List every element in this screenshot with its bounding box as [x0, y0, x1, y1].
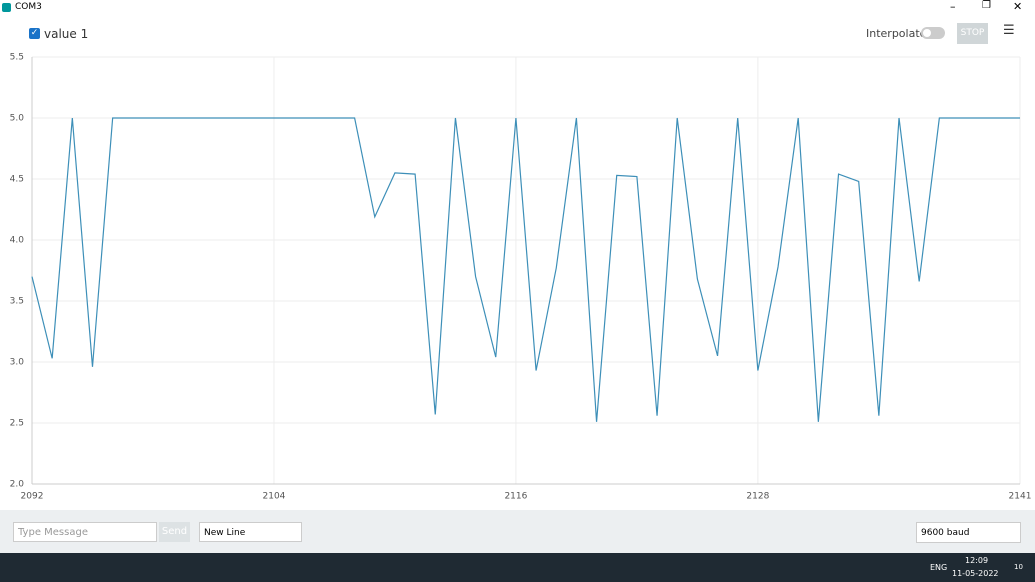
y-tick-label: 4.0 [10, 236, 25, 246]
window-title: COM3 [15, 2, 42, 12]
interpolate-toggle[interactable] [921, 27, 945, 39]
x-tick-label: 2116 [504, 492, 527, 502]
title-bar: COM3 – ❐ ✕ [0, 0, 1035, 16]
data-line [31, 117, 1020, 422]
y-tick-label: 3.5 [10, 297, 24, 307]
chart: 2.0 2.5 3.0 3.5 4.0 4.5 5.0 5.5 2092 2104 2116 2128… [10, 53, 1032, 502]
send-button[interactable]: Send [159, 522, 190, 542]
language: ENG [930, 563, 948, 572]
baud-select[interactable]: 9600 baud [916, 522, 1021, 543]
restore[interactable]: ❐ [982, 0, 991, 11]
series-checkbox[interactable]: ✓ [29, 28, 40, 39]
interpolate-label: Interpolate [866, 27, 927, 40]
message-input[interactable]: Type Message [13, 522, 157, 542]
y-tick-label: 2.5 [10, 419, 24, 429]
x-tick-label: 2128 [746, 492, 769, 502]
y-tick-label: 5.5 [10, 53, 24, 63]
clock-date: 11-05-2022 [952, 569, 999, 578]
y-tick-label: 3.0 [10, 358, 25, 368]
notification-badge[interactable]: 10 [1014, 563, 1023, 571]
close[interactable]: ✕ [1013, 0, 1023, 13]
x-tick-label: 2141 [1009, 492, 1032, 502]
minimize[interactable]: – [950, 0, 956, 13]
x-tick-label: 2104 [263, 492, 286, 502]
line-ending-select[interactable]: New Line [199, 522, 302, 542]
y-tick-label: 4.5 [10, 175, 24, 185]
taskbar: ENG 12:09 11-05-2022 10 [0, 553, 1035, 582]
bottom-bar: Type Message Send New Line 9600 baud [0, 510, 1035, 553]
x-tick-label: 2092 [21, 492, 44, 502]
app-icon [2, 3, 11, 12]
stop-button[interactable]: STOP [957, 23, 988, 44]
clear-button[interactable]: ☰ [1003, 23, 1015, 38]
clock-time: 12:09 [965, 556, 989, 565]
y-tick-label: 2.0 [10, 480, 25, 490]
y-tick-label: 5.0 [10, 114, 25, 124]
legend-label: value 1 [44, 27, 89, 41]
